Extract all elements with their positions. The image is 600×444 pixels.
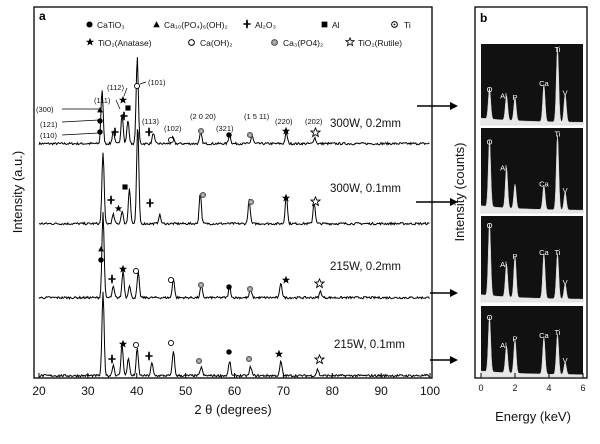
eds-peak-label: Al [500, 164, 507, 173]
eds-x-axis: 0 2 4 6 [478, 373, 586, 393]
hkl-label: (1 5 11) [244, 112, 270, 121]
legend-catio3: CaTiO₃ [97, 20, 125, 30]
eds-arrows [416, 102, 458, 364]
eds-peak-label: Al [500, 91, 507, 100]
panel-a-frame [33, 6, 433, 379]
eds-x-tick-label: 0 [478, 383, 483, 393]
eds-y-axis-title: Intensity (counts) [452, 143, 467, 242]
sample-label-215w-01: 215W, 0.1mm [334, 339, 405, 351]
eds-peak-label: Al [500, 260, 507, 269]
eds-peak-label: O [487, 85, 493, 94]
eds-peak-label: V [563, 356, 568, 365]
hkl-leader-lines [61, 81, 147, 136]
hkl-label: (113) [142, 117, 159, 126]
panel-b-letter: b [480, 11, 487, 25]
eds-peak-label: P [512, 335, 517, 344]
eds-peak-label: Ca [539, 248, 549, 257]
eds-peak-label: P [512, 93, 517, 102]
x-tick-label: 60 [228, 384, 242, 398]
x-tick-label: 40 [130, 384, 144, 398]
legend: CaTiO₃ Ca₁₀(PO₄)₆(OH)₂ Al₂O₃ Al Ti TiO₂(… [85, 19, 411, 48]
xrd-trace [38, 212, 430, 301]
legend-al: Al [332, 20, 340, 30]
eds-peak-label: Ca [539, 331, 549, 340]
hkl-label: (202) [305, 117, 323, 126]
x-axis: 20 30 40 50 60 70 80 90 100 [32, 373, 440, 398]
eds-peak-label: V [563, 278, 568, 287]
hkl-label: (102) [164, 124, 182, 133]
y-axis-title: Intensity (a.u.) [10, 151, 25, 233]
eds-spectrum-background [481, 216, 583, 302]
legend-tio2-rutile: TiO₂(Rutile) [358, 38, 402, 48]
legend-ca3po42: Ca₃(PO4)₂ [283, 38, 323, 48]
xrd-traces [38, 57, 430, 378]
eds-spectra: O Al P Ca Ti V O Al Ca Ti V O Al P Ca Ti V O Al P Ca Ti V [480, 44, 584, 378]
eds-peak-label: P [512, 252, 517, 261]
eds-peak-label: V [563, 88, 568, 97]
eds-peak-label: Ca [539, 79, 549, 88]
hkl-label: (2 0 20) [190, 112, 216, 121]
eds-spectrum-background [481, 306, 583, 377]
x-tick-label: 20 [32, 384, 46, 398]
legend-tio2-anatase: TiO₂(Anatase) [98, 38, 152, 48]
x-tick-label: 50 [179, 384, 193, 398]
eds-spectrum-background [481, 128, 583, 213]
hkl-label: (220) [275, 117, 293, 126]
panel-a-letter: a [39, 9, 46, 23]
legend-caoh2: Ca(OH)₂ [200, 38, 233, 48]
legend-ti: Ti [404, 20, 411, 30]
eds-peak-label: O [487, 313, 493, 322]
eds-peak-label: Ti [555, 45, 561, 54]
eds-x-tick-label: 6 [580, 383, 585, 393]
eds-peak-label: Ti [555, 328, 561, 337]
eds-peak-label: Al [500, 341, 507, 350]
eds-spectrum [480, 316, 584, 378]
eds-peak-label: O [487, 138, 493, 147]
eds-peak-label: O [487, 221, 493, 230]
hkl-label: (101) [148, 78, 166, 87]
hkl-label: (321) [216, 124, 234, 133]
eds-spectrum-background [481, 44, 583, 125]
x-tick-label: 70 [277, 384, 291, 398]
eds-spectrum [480, 223, 584, 303]
hkl-label: (121) [40, 120, 58, 129]
legend-al2o3: Al₂O₃ [255, 20, 276, 30]
hkl-label: (300) [36, 105, 54, 114]
hkl-label: (110) [40, 131, 57, 140]
hkl-label: (112) [107, 83, 124, 92]
eds-peak-label: V [563, 186, 568, 195]
x-axis-title: 2 θ (degrees) [194, 402, 271, 417]
x-tick-label: 30 [81, 384, 95, 398]
eds-x-axis-title: Energy (keV) [495, 409, 571, 424]
legend-hydroxyapatite: Ca₁₀(PO₄)₆(OH)₂ [164, 20, 228, 30]
sample-label-300w-02: 300W, 0.2mm [330, 118, 401, 130]
eds-spectrum [480, 135, 584, 214]
eds-peak-label: Ca [539, 180, 549, 189]
x-tick-label: 90 [374, 384, 388, 398]
eds-peak-label: Ti [555, 129, 561, 138]
sample-label-300w-01: 300W, 0.1mm [330, 183, 401, 195]
x-tick-label: 80 [326, 384, 340, 398]
xrd-trace [38, 57, 430, 147]
eds-x-tick-label: 4 [546, 383, 551, 393]
xrd-trace [38, 129, 430, 227]
eds-x-tick-label: 2 [512, 383, 517, 393]
eds-spectrum [480, 47, 584, 126]
eds-peak-label: Ti [555, 248, 561, 257]
sample-label-215w-02: 215W, 0.2mm [330, 261, 401, 273]
x-tick-label: 100 [420, 384, 440, 398]
